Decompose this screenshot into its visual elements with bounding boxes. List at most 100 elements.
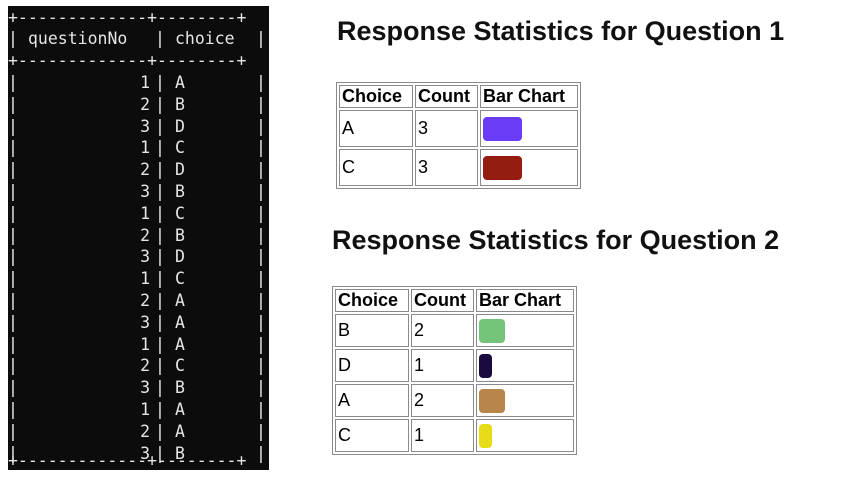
table-row: | 2 | D | [8,159,269,181]
column-separator: | [256,400,266,419]
cell-choice: D [175,116,185,136]
cell-question-no: 3 [140,312,150,332]
column-separator: | [8,443,18,463]
header-count: Count [415,85,478,108]
column-separator: | [256,334,266,354]
column-separator: | [256,182,266,201]
cell-bar-chart [476,419,574,452]
column-separator: | [256,312,266,332]
cell-question-no: 3 [140,247,150,267]
cell-bar-chart [476,314,574,347]
cell-question-no: 2 [140,421,150,441]
column-separator: | [155,160,165,180]
cell-choice: B [175,182,185,201]
table-border-header: +-------------+--------+ [8,51,247,70]
column-separator: | [8,29,18,48]
cell-count: 1 [411,419,474,452]
cell-question-no: 3 [140,443,150,463]
cell-count: 2 [411,384,474,417]
header-choice: Choice [335,289,409,312]
column-separator: | [155,247,165,267]
table-row: | 2 | A | [8,290,269,312]
cell-choice: A [175,334,185,354]
table-row: | 1 | C | [8,137,269,159]
table-border-bottom: +-------------+--------+ [8,451,247,470]
cell-count: 2 [411,314,474,347]
header-bar-chart: Bar Chart [480,85,578,108]
cell-choice: C [175,203,185,223]
column-separator: | [8,160,18,180]
table-row: | 2 | A | [8,421,269,443]
column-separator: | [8,182,18,201]
cell-choice: A [335,384,409,417]
table-border-top: +-------------+--------+ [8,8,247,27]
cell-choice: C [175,356,185,376]
column-separator: | [8,225,18,245]
cell-bar-chart [476,384,574,417]
column-separator: | [155,291,165,310]
bar [483,155,522,180]
column-separator: | [256,378,266,398]
cell-question-no: 2 [140,356,150,376]
table-header-row: Choice Count Bar Chart [335,289,574,312]
column-separator: | [256,421,266,441]
bar [479,318,505,343]
cell-count: 3 [415,149,478,186]
column-separator: | [155,269,165,289]
cell-question-no: 1 [140,269,150,289]
column-separator: | [155,94,165,114]
column-separator: | [8,94,18,114]
cell-choice: A [175,312,185,332]
cell-question-no: 2 [140,225,150,245]
cell-choice: D [175,160,185,180]
column-separator: | [8,334,18,354]
cell-question-no: 2 [140,291,150,310]
cell-choice: B [175,443,185,463]
column-separator: | [155,421,165,441]
column-separator: | [256,225,266,245]
column-separator: | [155,334,165,354]
bar [479,353,492,378]
cell-choice: A [175,291,185,310]
cell-question-no: 3 [140,378,150,398]
column-separator: | [8,291,18,310]
cell-count: 1 [411,349,474,382]
cell-choice: D [175,247,185,267]
column-separator: | [8,269,18,289]
table-row: | 1 | A | [8,399,269,421]
column-separator: | [256,291,266,310]
column-separator: | [155,116,165,136]
column-separator: | [8,203,18,223]
column-separator: | [155,73,165,92]
column-separator: | [256,443,266,463]
table-row: | 3 | A | [8,312,269,334]
column-separator: | [256,29,266,48]
header-bar-chart: Bar Chart [476,289,574,312]
column-separator: | [256,94,266,114]
column-separator: | [8,116,18,136]
cell-bar-chart [480,110,578,147]
question-1-title: Response Statistics for Question 1 [337,16,785,46]
cell-choice: A [339,110,413,147]
column-separator: | [155,378,165,398]
table-row: | 3 | B | [8,377,269,399]
column-separator: | [155,203,165,223]
cell-question-no: 3 [140,116,150,136]
cell-choice: C [335,419,409,452]
cell-choice: C [175,138,185,158]
cell-question-no: 1 [140,334,150,354]
cell-choice: B [335,314,409,347]
table-row: | 1 | C | [8,203,269,225]
column-separator: | [8,421,18,441]
table-row: | 3 | B | [8,443,269,465]
column-separator: | [8,312,18,332]
table-row: | 2 | B | [8,94,269,116]
table-row: | 1 | C | [8,268,269,290]
column-separator: | [256,138,266,158]
column-separator: | [155,312,165,332]
